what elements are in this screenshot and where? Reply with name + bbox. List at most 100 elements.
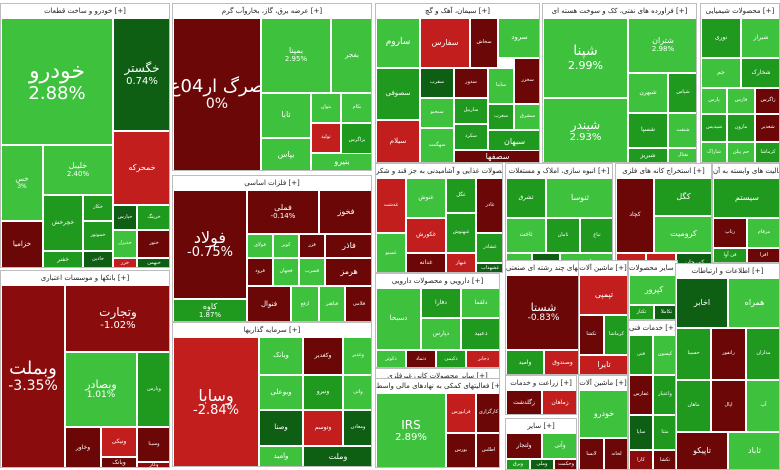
stock-tile[interactable]: غشهداب (476, 263, 502, 272)
sector-header[interactable]: دارویی و محصولات دارویی [+] (376, 274, 499, 289)
stock-tile[interactable]: غاذر (476, 178, 502, 233)
stock-tile[interactable]: تاپیکو (676, 432, 728, 469)
stock-tile[interactable]: شنفت (668, 113, 696, 148)
stock-tile[interactable]: غمینو (376, 233, 406, 272)
stock-tile[interactable]: تکاملا (654, 305, 677, 319)
stock-tile[interactable]: شستا -0.83% (506, 275, 579, 350)
stock-tile[interactable]: تایرا (579, 355, 627, 374)
stock-tile[interactable]: تولید (311, 123, 341, 153)
stock-tile[interactable]: فملی -0.14% (247, 190, 319, 234)
stock-tile[interactable]: هرمز (325, 258, 371, 286)
stock-tile[interactable]: تابا (261, 93, 311, 138)
stock-tile[interactable]: سبجنو (420, 98, 454, 128)
stock-tile[interactable]: شیراز (741, 18, 779, 58)
stock-tile[interactable]: افرا (747, 248, 779, 262)
sector-header[interactable]: زراعت و خدمات [+] (506, 376, 576, 391)
stock-tile[interactable]: غشاذر (476, 233, 502, 263)
stock-tile[interactable]: خموتور (83, 221, 113, 251)
stock-tile[interactable]: فنوال (247, 286, 291, 321)
stock-tile[interactable]: سقرب (420, 68, 454, 98)
stock-tile[interactable]: بفجر (331, 18, 371, 93)
stock-tile[interactable]: ومعادن (343, 410, 371, 446)
stock-tile[interactable]: تپمپی (579, 275, 627, 315)
sector-header[interactable]: سایر محصولات [+] (629, 261, 677, 276)
stock-tile[interactable]: وسابا -2.84% (173, 337, 259, 466)
stock-tile[interactable]: فرود (247, 258, 273, 286)
stock-tile[interactable]: سصفها (454, 150, 539, 162)
stock-tile[interactable]: خمحرکه (113, 131, 169, 205)
stock-tile[interactable]: خگستر 0.74% (113, 18, 169, 131)
stock-tile[interactable]: وآتی (542, 433, 576, 459)
stock-tile[interactable]: خزر (113, 258, 137, 267)
stock-tile[interactable]: ثباغ (580, 218, 612, 253)
stock-tile[interactable]: فسرب (299, 258, 325, 286)
sector-header[interactable]: محصولات غذایی و آشامیدنی به جز قند و شکر… (376, 164, 502, 179)
stock-tile[interactable]: سشرق (514, 104, 539, 130)
stock-tile[interactable]: دعبید (461, 318, 499, 350)
stock-tile[interactable]: ثاباد (728, 432, 779, 469)
stock-tile[interactable]: وبانک (101, 457, 137, 467)
stock-tile[interactable]: خلیبل 2.40% (43, 145, 113, 195)
stock-tile[interactable]: وخاور (65, 427, 101, 467)
stock-tile[interactable]: وبصادر 1.01% (65, 352, 137, 427)
stock-tile[interactable]: شبهرن (628, 73, 668, 113)
stock-tile[interactable]: همراه (728, 278, 779, 328)
stock-tile[interactable]: ثامان (546, 218, 580, 253)
stock-tile[interactable]: دلقما (461, 288, 499, 318)
stock-tile[interactable]: ساروم (376, 18, 420, 68)
stock-tile[interactable]: شپاس (668, 73, 696, 113)
stock-tile[interactable]: مارون (727, 114, 755, 142)
stock-tile[interactable]: سهگمت (420, 128, 454, 162)
stock-tile[interactable]: کارگزاری (476, 393, 499, 433)
stock-tile[interactable]: غنوش (406, 178, 446, 218)
stock-tile[interactable]: خبهمن (137, 258, 169, 267)
stock-tile[interactable]: وامید (259, 446, 303, 466)
stock-tile[interactable]: اطلس (476, 433, 499, 467)
stock-tile[interactable]: بمپنا 2.95% (261, 18, 331, 93)
stock-tile[interactable]: سخاش (470, 18, 498, 68)
stock-tile[interactable]: کرومیت (654, 216, 711, 253)
stock-tile[interactable]: جم پیلن (727, 142, 755, 162)
stock-tile[interactable]: دجابر (466, 350, 499, 367)
stock-tile[interactable]: فنی (629, 335, 653, 375)
stock-tile[interactable]: واعتبار (653, 375, 675, 415)
stock-tile[interactable]: وملی (530, 459, 554, 469)
stock-tile[interactable]: لابسا (579, 438, 604, 469)
sector-header[interactable]: سیمان، آهک و گچ [+] (376, 4, 539, 19)
stock-tile[interactable]: ثاخت (506, 218, 546, 253)
sector-header[interactable]: ماشین آلات [+] (579, 261, 627, 276)
stock-tile[interactable]: وتوسم (303, 410, 343, 446)
stock-tile[interactable]: زگلدشت (506, 390, 542, 414)
stock-tile[interactable]: غفارس (629, 375, 653, 415)
stock-tile[interactable]: فباهنر (319, 286, 345, 321)
stock-tile[interactable]: فزر (299, 234, 325, 258)
stock-tile[interactable]: خاذین (83, 251, 113, 267)
stock-tile[interactable]: جم (701, 58, 741, 88)
stock-tile[interactable]: اخابر (676, 278, 728, 328)
stock-tile[interactable]: فاذر (325, 234, 371, 258)
stock-tile[interactable]: شپدیس (701, 114, 727, 142)
stock-tile[interactable]: دکیمی (436, 350, 466, 367)
stock-tile[interactable]: کگل (654, 178, 711, 216)
stock-tile[interactable]: غگل (446, 178, 476, 213)
sector-header[interactable]: خدمات فنی [+] (629, 321, 675, 336)
stock-tile[interactable]: کارا (629, 450, 653, 469)
stock-tile[interactable]: ونیکی (101, 427, 137, 457)
stock-tile[interactable]: وسینا (137, 427, 169, 462)
stock-tile[interactable]: سصوفی (376, 68, 420, 120)
stock-tile[interactable]: فخوز (319, 190, 371, 234)
stock-tile[interactable]: وبرق (506, 459, 530, 469)
sector-header[interactable]: سایر [+] (506, 419, 576, 434)
stock-tile[interactable]: نفتال (668, 148, 696, 162)
stock-tile[interactable]: آپ (746, 380, 779, 432)
stock-tile[interactable]: IRS 2.89% (376, 393, 446, 467)
stock-tile[interactable]: کرماشا (755, 142, 779, 162)
stock-tile[interactable]: ثنوسا (546, 178, 612, 218)
sector-header[interactable]: سرمایه گذاریها [+] (173, 323, 371, 338)
stock-tile[interactable]: صرگ ار04ع0% (173, 18, 261, 170)
stock-tile[interactable]: دپارس (421, 318, 461, 350)
stock-tile[interactable]: مداران (746, 328, 779, 380)
stock-tile[interactable]: خرینگ (137, 205, 169, 230)
stock-tile[interactable]: زماهان (542, 390, 576, 414)
stock-tile[interactable]: وکار (137, 462, 169, 467)
